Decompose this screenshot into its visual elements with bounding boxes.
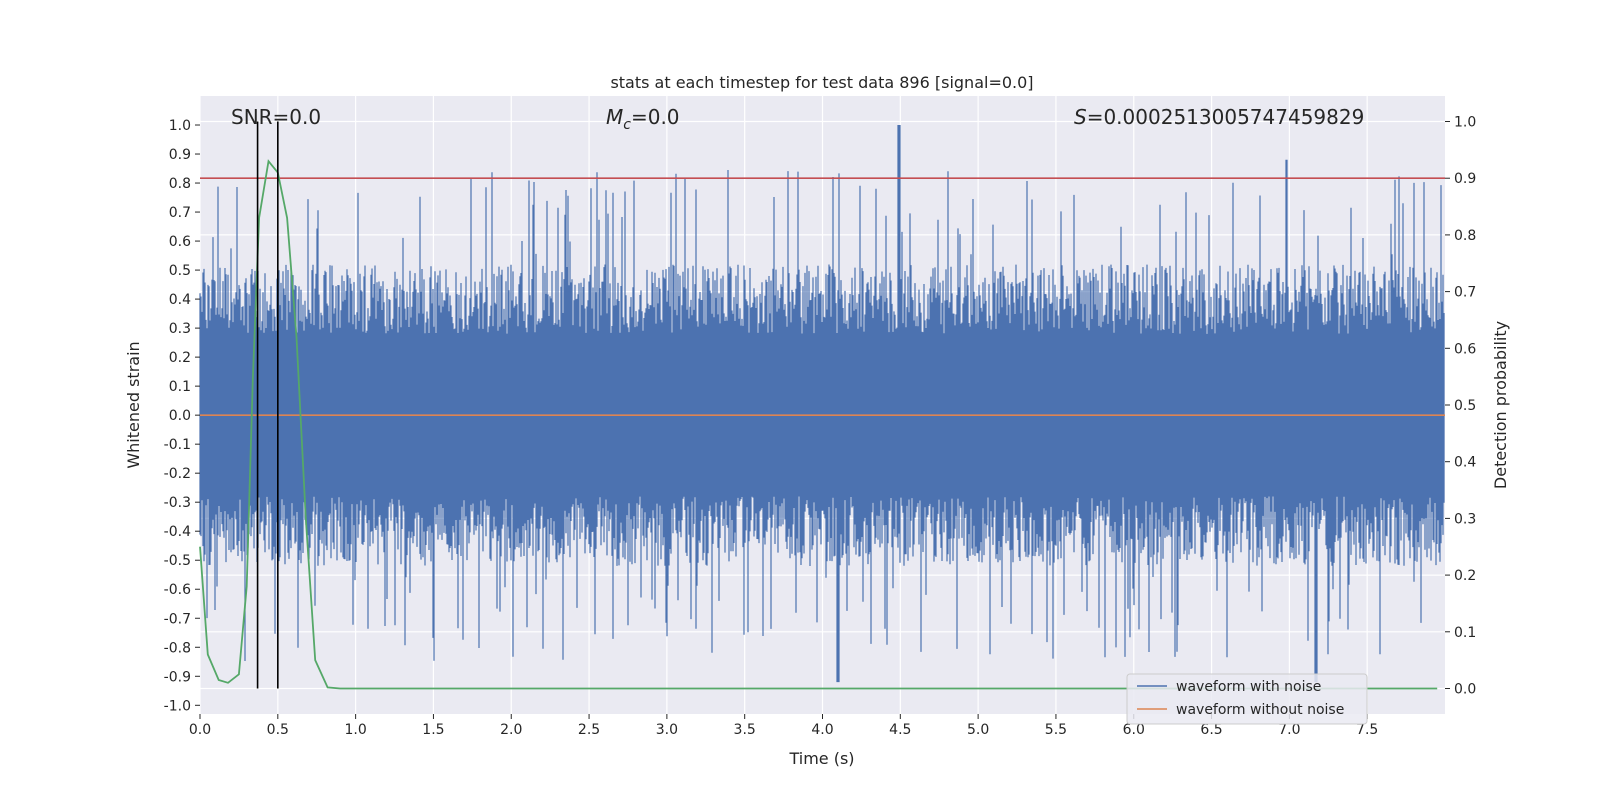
waveform-with-noise-path [199,125,1445,683]
legend-box [1126,673,1368,725]
x-tick-label: 4.0 [811,722,833,738]
y-axis-left: 1.0 0.9 0.8 0.7 0.6 0.5 0.4 0.3 0.2 0.1 0.0 -0.1 -0.… [164,118,200,714]
y-tick-label: 0.8 [169,176,191,192]
legend: waveform with noise waveform without noi… [1126,673,1368,725]
y2-tick-label: 0.7 [1454,285,1476,301]
y-tick-label: -0.6 [164,582,191,598]
x-tick-label: 4.5 [889,722,911,738]
x-tick-label: 0.5 [267,722,289,738]
y2-axis-label: Detection probability [1491,321,1510,489]
y-tick-label: 0.7 [169,205,191,221]
y2-tick-label: 0.8 [1454,228,1476,244]
y-tick-label: -0.8 [164,640,191,656]
window-markers [256,121,279,689]
x-tick-label: 5.5 [1045,722,1067,738]
legend-label-noise: waveform with noise [1176,679,1321,695]
x-tick-label: 3.5 [734,722,756,738]
y-axis-label: Whitened strain [124,341,143,468]
y2-tick-label: 0.9 [1454,171,1476,187]
y2-tick-label: 0.5 [1454,398,1476,414]
y-tick-label: -0.2 [164,466,191,482]
y-tick-label: 0.1 [169,379,191,395]
x-tick-label: 3.0 [656,722,678,738]
y-tick-label: 0.3 [169,321,191,337]
y-tick-label: -0.7 [164,611,191,627]
chart-title: stats at each timestep for test data 896… [610,73,1033,92]
series-waveform-with-noise [199,125,1445,683]
y-tick-label: -0.5 [164,553,191,569]
legend-label-clean: waveform without noise [1176,702,1344,718]
x-axis: 0.0 0.5 1.0 1.5 2.0 2.5 3.0 3.5 4.0 4.5 5.0 5.5 6.0 6… [189,714,1378,738]
x-tick-label: 1.0 [344,722,366,738]
snr-annotation: SNR=0.0 [231,105,321,129]
y-tick-label: 0.4 [169,292,191,308]
y-tick-label: 1.0 [169,118,191,134]
y2-tick-label: 1.0 [1454,115,1476,131]
y-tick-label: 0.6 [169,234,191,250]
statistic-annotation: S=0.0002513005747459829 [1074,105,1364,129]
y2-tick-label: 0.6 [1454,341,1476,357]
y-axis-right: 1.0 0.9 0.8 0.7 0.6 0.5 0.4 0.3 0.2 0.1 0.0 [1445,115,1476,697]
series-detection-probability [199,159,1438,690]
y-tick-label: 0.2 [169,350,191,366]
x-tick-label: 5.0 [967,722,989,738]
chirp-mass-annotation: Mc=0.0 [606,105,680,133]
x-tick-label: 0.0 [189,722,211,738]
x-tick-label: 7.5 [1356,722,1378,738]
y2-tick-label: 0.4 [1454,455,1476,471]
y-tick-label: 0.0 [169,408,191,424]
x-tick-label: 7.0 [1278,722,1300,738]
x-tick-label: 2.5 [578,722,600,738]
x-tick-label: 1.5 [422,722,444,738]
y-tick-label: -0.4 [164,524,191,540]
y-tick-label: 0.5 [169,263,191,279]
x-tick-label: 2.0 [500,722,522,738]
y-tick-label: -0.9 [164,669,191,685]
x-axis-label: Time (s) [788,749,854,768]
x-tick-label: 6.5 [1200,722,1222,738]
y2-tick-label: 0.1 [1454,625,1476,641]
y-tick-label: -0.1 [164,437,191,453]
y-tick-label: 0.9 [169,147,191,163]
y2-tick-label: 0.3 [1454,511,1476,527]
y-tick-label: -0.3 [164,495,191,511]
y2-tick-label: 0.0 [1454,681,1476,697]
x-tick-label: 6.0 [1123,722,1145,738]
y2-tick-label: 0.2 [1454,568,1476,584]
y-tick-label: -1.0 [164,698,191,714]
